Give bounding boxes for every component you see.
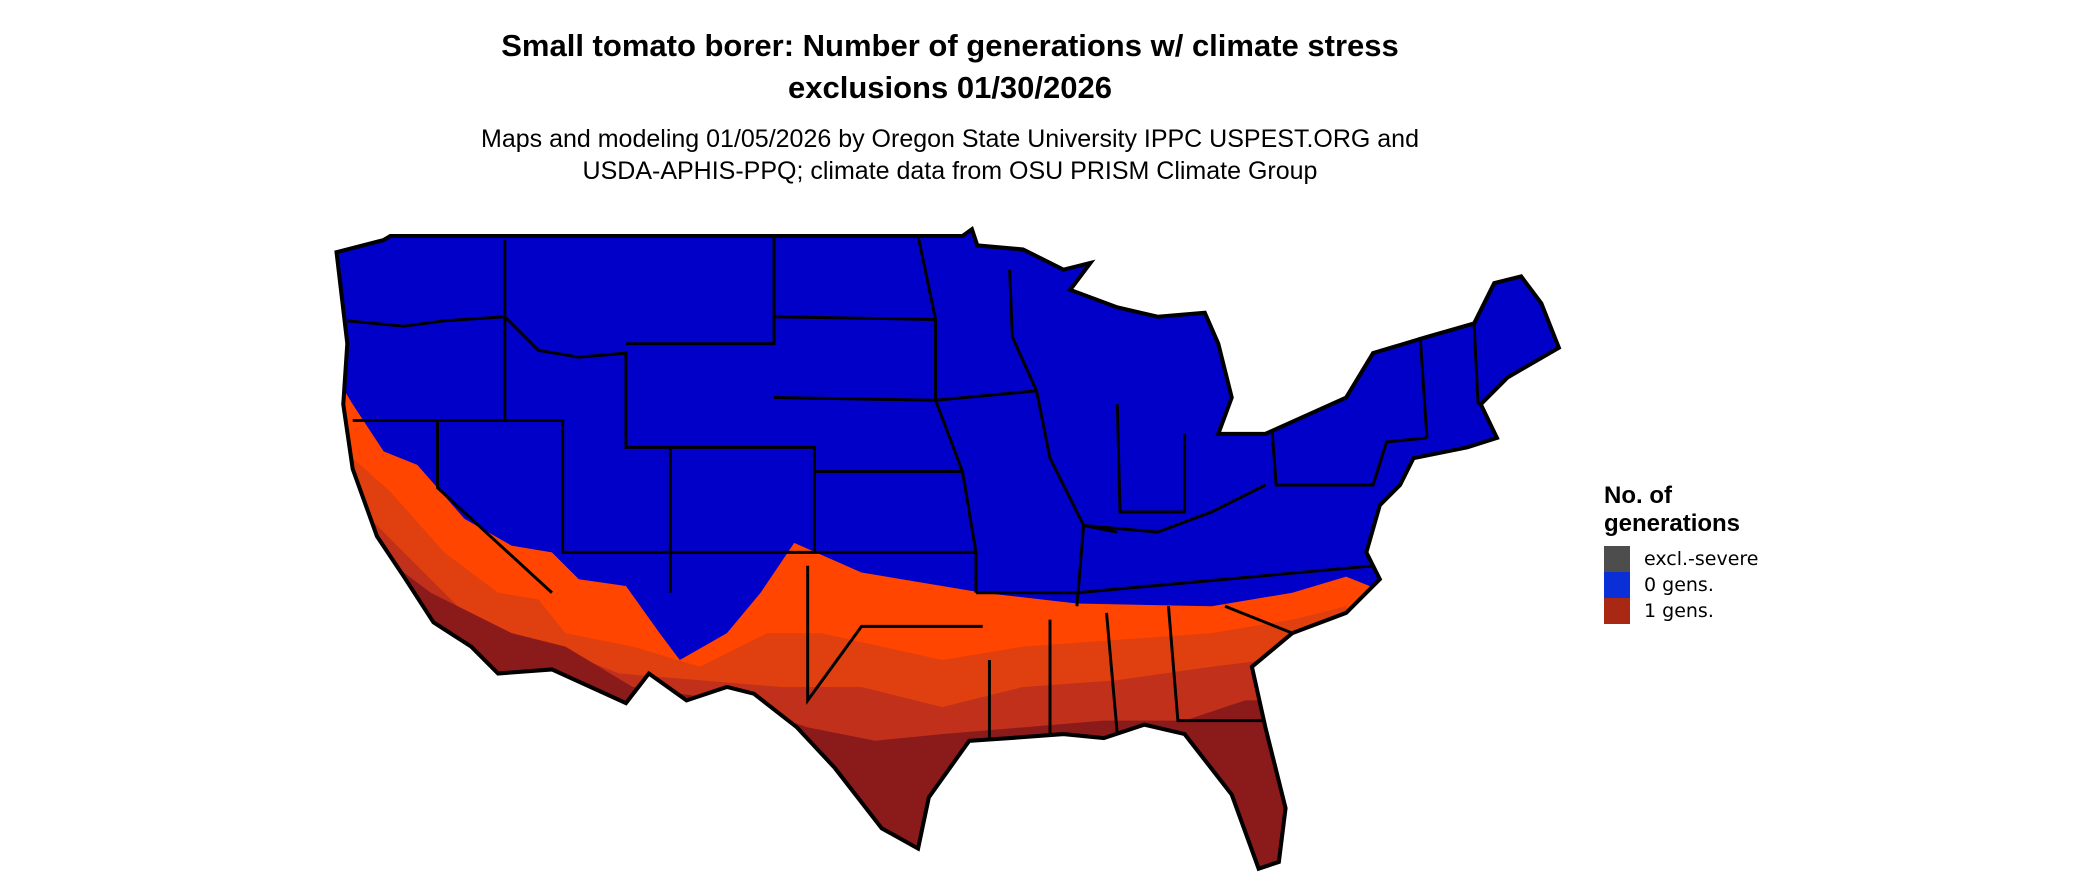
- legend-title-line2: generations: [1604, 510, 1741, 537]
- legend-item-1-gens: 1 gens.: [1604, 598, 1759, 624]
- legend-swatch: [1604, 546, 1630, 572]
- legend-label: 0 gens.: [1644, 574, 1714, 596]
- legend-item-excl-severe: excl.-severe: [1604, 546, 1759, 572]
- subtitle-line2: USDA-APHIS-PPQ; climate data from OSU PR…: [582, 157, 1318, 185]
- state-borders: [347, 235, 1480, 741]
- legend-title-line1: No. of: [1604, 482, 1672, 509]
- legend: No. of generations excl.-severe 0 gens. …: [1604, 482, 1759, 624]
- legend-swatch: [1604, 572, 1630, 598]
- legend-label: 1 gens.: [1644, 600, 1714, 622]
- legend-swatch: [1604, 598, 1630, 624]
- map-title-line2: exclusions 01/30/2026: [787, 70, 1112, 105]
- legend-item-0-gens: 0 gens.: [1604, 572, 1759, 598]
- legend-label: excl.-severe: [1644, 548, 1759, 570]
- map-title-line1: Small tomato borer: Number of generation…: [501, 28, 1399, 63]
- subtitle-line1: Maps and modeling 01/05/2026 by Oregon S…: [481, 125, 1419, 153]
